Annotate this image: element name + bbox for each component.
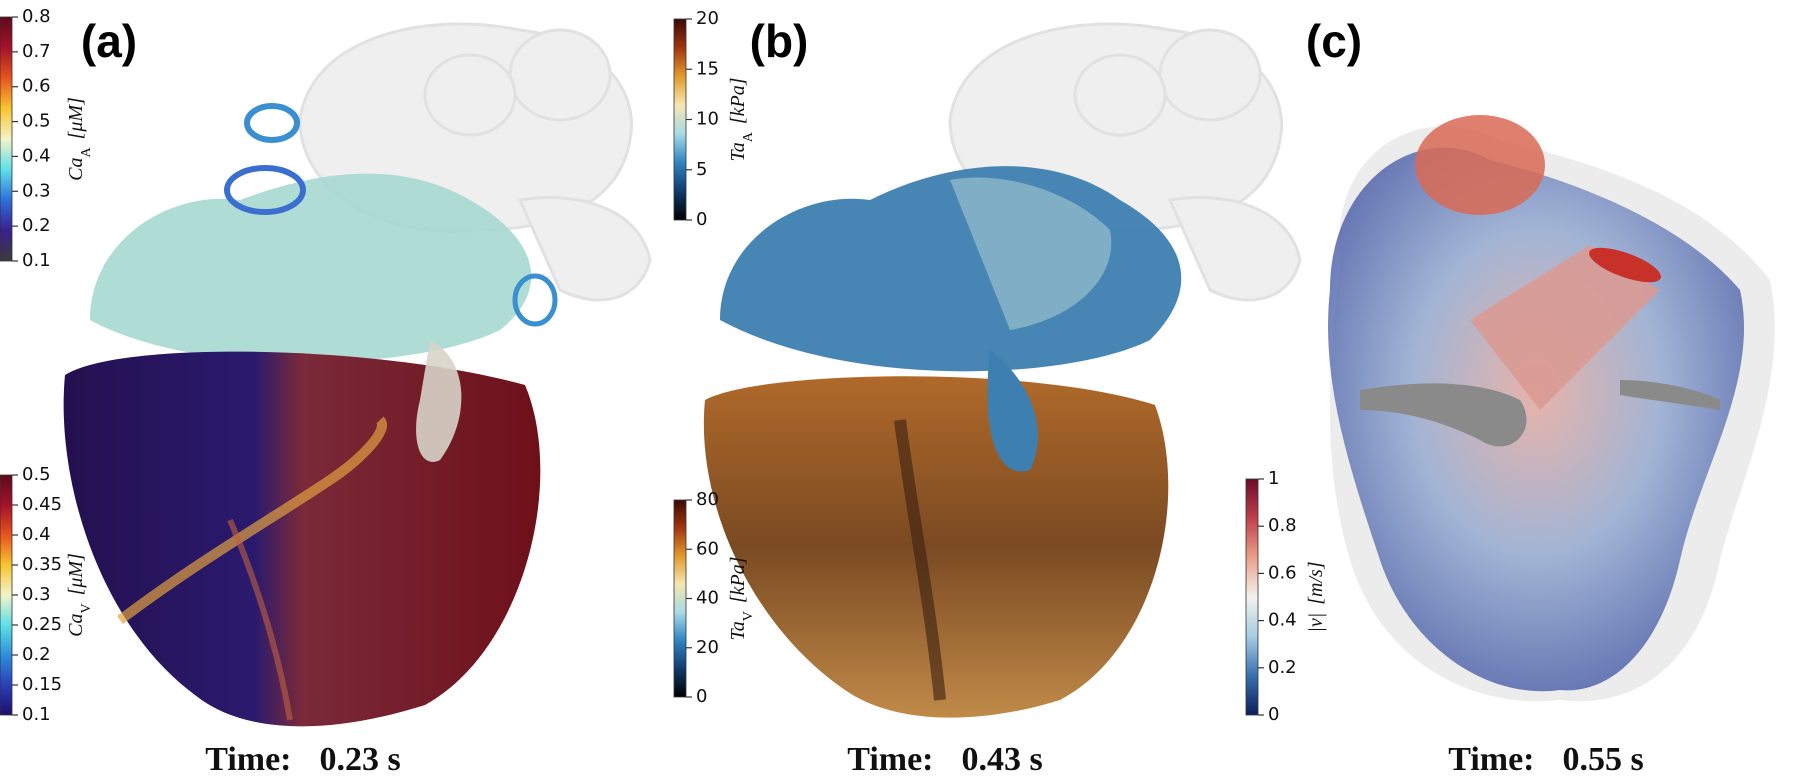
annotations: (a) Time: 0.23 s 0.1 0.2 0.3 0.4 0.5 0.6 0.7 0.8 Ca… <box>0 6 1644 778</box>
heart-render-b <box>703 22 1302 718</box>
time-caption: Time: 0.43 s <box>847 741 1042 778</box>
colorbar-tick-label: 20 <box>696 637 719 658</box>
colorbar-symbol: Ta <box>727 621 749 640</box>
colorbar-symbol: Ta <box>727 142 749 161</box>
colorbar-tick-label: 0.4 <box>1268 610 1297 631</box>
time-label: Time: <box>847 741 933 778</box>
colorbar-tick-label: 0.1 <box>22 704 51 725</box>
panel-label: (c) <box>1306 15 1362 67</box>
colorbar-title: TaV [kPa] <box>727 556 756 640</box>
colorbar-tick-label: 0.6 <box>22 76 51 97</box>
colorbar-tick-label: 0.8 <box>1268 515 1297 536</box>
colorbar <box>1245 478 1259 716</box>
colorbar-subscript: V <box>741 611 756 621</box>
panel-label: (b) <box>750 15 809 67</box>
colorbar <box>673 499 687 698</box>
colorbar-title: CaA [μM] <box>65 97 94 181</box>
colorbar-tick-label: 0.8 <box>22 6 51 27</box>
colorbar-unit: [m/s] <box>1305 561 1327 604</box>
colorbar-tick-label: 40 <box>696 588 719 609</box>
time-value: 0.23 s <box>320 741 401 778</box>
colorbar-tick-label: 60 <box>696 538 719 559</box>
colorbar-unit: [μM] <box>65 97 87 139</box>
colorbar-tick-label: 1 <box>1268 468 1279 489</box>
time-caption: Time: 0.55 s <box>1448 741 1643 778</box>
colorbar-symbol: Ca <box>65 614 87 637</box>
heart-render-c <box>1328 115 1775 702</box>
time-label: Time: <box>205 741 291 778</box>
colorbar-subscript: A <box>79 147 94 158</box>
colorbar-tick-label: 0.5 <box>22 464 51 485</box>
colorbar-tick-label: 5 <box>696 159 707 180</box>
colorbar-tick-label: 0 <box>696 209 707 230</box>
colorbar-tick-label: 20 <box>696 8 719 29</box>
colorbar-title: |v| [m/s] <box>1305 561 1327 632</box>
colorbar-title: CaV [μM] <box>65 553 94 637</box>
time-caption: Time: 0.23 s <box>205 741 400 778</box>
colorbar-tick-label: 0.5 <box>22 111 51 132</box>
colorbar-tick-label: 0.2 <box>1268 657 1297 678</box>
time-label: Time: <box>1448 741 1534 778</box>
colorbar-tick-label: 80 <box>696 489 719 510</box>
colorbar-tick-label: 0.3 <box>22 584 51 605</box>
colorbar-subscript: V <box>79 603 94 613</box>
colorbar-tick-label: 0.3 <box>22 180 51 201</box>
colorbar <box>0 474 13 716</box>
colorbar-unit: [μM] <box>65 553 87 595</box>
colorbar-tick-label: 15 <box>696 58 719 79</box>
colorbar-tick-label: 0.35 <box>22 554 62 575</box>
colorbar-tick-label: 0.1 <box>22 250 51 271</box>
colorbar-tick-label: 0 <box>1268 704 1279 725</box>
colorbar-title: TaA [kPa] <box>727 77 756 161</box>
heart-render-a <box>63 22 652 727</box>
colorbar-tick-label: 0.7 <box>22 41 51 62</box>
colorbar-tick-label: 10 <box>696 109 719 130</box>
colorbar-tick-label: 0 <box>696 686 707 707</box>
colorbar-tick-label: 0.25 <box>22 614 62 635</box>
colorbar <box>0 16 13 262</box>
colorbar-subscript: A <box>741 131 756 142</box>
colorbar <box>673 18 687 221</box>
colorbar-tick-label: 0.4 <box>22 524 51 545</box>
colorbar-tick-label: 0.6 <box>1268 562 1297 583</box>
colorbar-tick-label: 0.4 <box>22 145 51 166</box>
colorbar-tick-label: 0.45 <box>22 494 62 515</box>
colorbar-symbol: Ca <box>65 158 87 181</box>
time-value: 0.55 s <box>1563 741 1644 778</box>
colorbar-symbol: |v| <box>1305 613 1327 633</box>
colorbar-tick-label: 0.2 <box>22 644 51 665</box>
panel-label: (a) <box>81 15 137 67</box>
colorbar-unit: [kPa] <box>727 556 749 603</box>
time-value: 0.43 s <box>962 741 1043 778</box>
colorbar-tick-label: 0.2 <box>22 215 51 236</box>
colorbar-unit: [kPa] <box>727 77 749 124</box>
colorbar-tick-label: 0.15 <box>22 674 62 695</box>
